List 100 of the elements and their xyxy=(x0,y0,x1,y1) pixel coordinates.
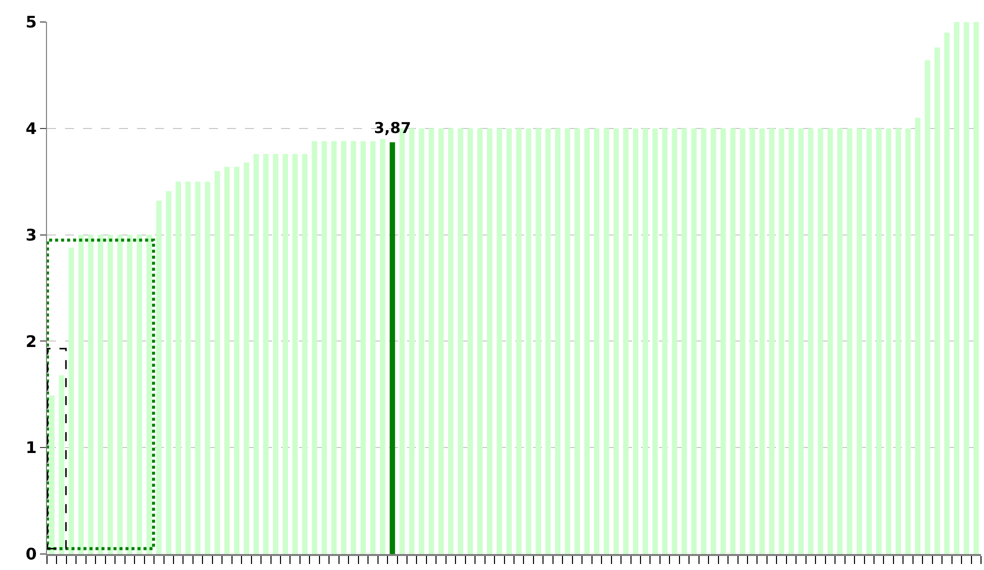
bar xyxy=(905,128,911,554)
y-tick-label: 3 xyxy=(26,225,37,244)
bar xyxy=(312,141,318,554)
bar xyxy=(964,22,970,554)
bar xyxy=(136,234,142,554)
bar xyxy=(594,128,600,554)
bar xyxy=(769,128,774,554)
bar xyxy=(341,141,346,554)
bar xyxy=(98,234,104,554)
bar xyxy=(78,234,84,554)
bar xyxy=(720,128,726,554)
bar xyxy=(127,234,132,554)
bar xyxy=(954,22,960,554)
bar xyxy=(574,128,580,554)
bar xyxy=(536,128,541,554)
bar xyxy=(331,141,337,554)
bar xyxy=(409,128,415,554)
bar xyxy=(564,128,570,554)
bar xyxy=(896,128,901,554)
y-tick-label: 1 xyxy=(26,438,37,458)
bar xyxy=(49,395,55,554)
bar xyxy=(632,128,638,554)
bar xyxy=(176,182,182,554)
bar xyxy=(292,154,298,554)
bar xyxy=(924,60,930,554)
bar xyxy=(506,128,512,554)
bar xyxy=(623,128,629,554)
bar xyxy=(856,128,862,554)
bar xyxy=(166,191,172,554)
bar xyxy=(302,154,308,554)
bar xyxy=(866,128,872,554)
bar xyxy=(759,128,765,554)
y-tick-label: 5 xyxy=(26,12,37,32)
bar xyxy=(545,128,551,554)
bar xyxy=(808,128,814,554)
bar xyxy=(360,141,366,554)
bar xyxy=(428,128,434,554)
data-label: 3,87 xyxy=(374,119,412,137)
bar xyxy=(662,128,668,554)
bar xyxy=(185,182,191,554)
y-tick-label: 4 xyxy=(26,119,37,138)
bar xyxy=(750,128,756,554)
bar xyxy=(458,128,464,554)
bar xyxy=(282,154,288,554)
bar xyxy=(740,128,746,554)
bar xyxy=(701,128,706,554)
bar xyxy=(584,128,590,554)
bar xyxy=(778,128,784,554)
bar xyxy=(244,162,250,554)
bar xyxy=(487,128,492,554)
bar xyxy=(526,128,532,554)
bar xyxy=(652,128,658,554)
bar xyxy=(730,128,736,554)
bar xyxy=(108,234,113,554)
bar xyxy=(438,128,444,554)
y-tick-label: 2 xyxy=(26,332,37,351)
bar xyxy=(58,375,64,554)
bar xyxy=(828,128,833,554)
y-tick-label: 0 xyxy=(26,544,37,564)
bar xyxy=(156,200,162,554)
bar xyxy=(380,139,386,554)
bar xyxy=(973,22,979,554)
bar xyxy=(915,118,920,554)
bar xyxy=(204,182,210,554)
bar xyxy=(370,141,376,554)
bar xyxy=(710,128,716,554)
bar xyxy=(876,128,882,554)
bar xyxy=(886,128,892,554)
bar xyxy=(477,128,483,554)
bar xyxy=(934,48,940,554)
bar xyxy=(613,128,619,554)
bar xyxy=(496,128,502,554)
bar xyxy=(234,166,240,554)
bar xyxy=(146,234,152,554)
bar xyxy=(418,128,424,554)
bar xyxy=(272,154,278,554)
bar xyxy=(224,166,230,554)
bar xyxy=(691,128,697,554)
bar xyxy=(555,128,560,554)
bar xyxy=(837,128,843,554)
bar xyxy=(846,128,852,554)
bar xyxy=(88,234,94,554)
bar xyxy=(516,128,522,554)
bar xyxy=(468,128,473,554)
bar xyxy=(788,128,794,554)
bar xyxy=(642,128,648,554)
bar xyxy=(195,182,200,554)
bar xyxy=(672,128,678,554)
bar xyxy=(682,128,687,554)
bar xyxy=(68,248,74,554)
bar xyxy=(263,154,269,554)
bar xyxy=(350,141,356,554)
bar xyxy=(322,141,327,554)
bar xyxy=(798,128,804,554)
bar xyxy=(448,128,454,554)
bar xyxy=(818,128,824,554)
bar xyxy=(214,170,220,554)
bar xyxy=(117,234,123,554)
bar xyxy=(604,128,610,554)
bar xyxy=(254,154,259,554)
